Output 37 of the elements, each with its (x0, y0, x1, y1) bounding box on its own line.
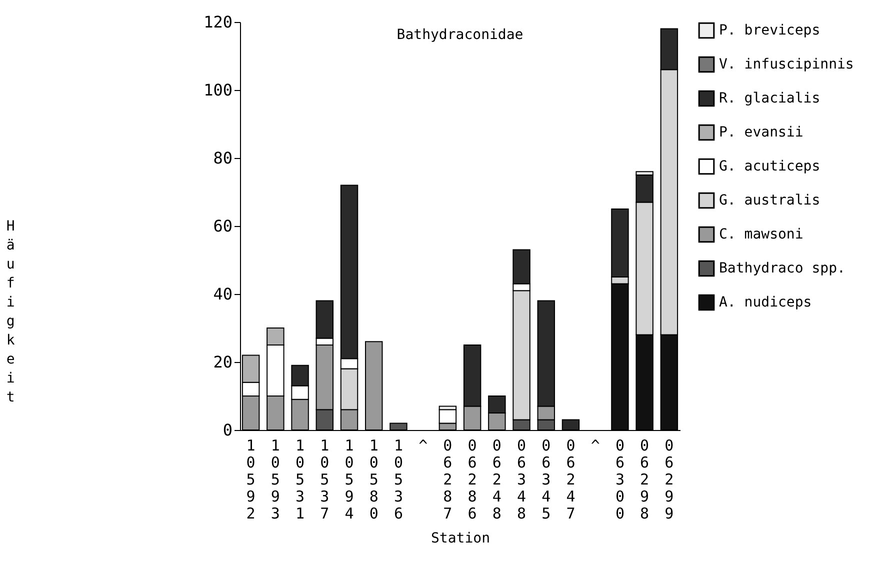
x-tick-label: 10580 (369, 436, 378, 522)
x-tick-label: 10593 (270, 436, 280, 522)
x-tick-label: 06247 (566, 436, 576, 522)
x-tick-label: 10531 (296, 436, 305, 522)
legend-label: V. infuscipinnis (719, 56, 854, 72)
legend-label: R. glacialis (719, 90, 820, 106)
x-tick-label: 10592 (246, 436, 256, 522)
legend-label: G. acuticeps (719, 158, 820, 174)
x-tick-label: 06348 (517, 436, 526, 522)
x-tick-label: 06300 (615, 436, 624, 522)
x-tick-label: 10536 (394, 436, 403, 522)
x-tick-label: 06286 (468, 436, 477, 522)
y-tick-label: 20 (213, 352, 232, 372)
x-tick-label: 06248 (492, 436, 502, 522)
y-tick-label: 60 (213, 216, 232, 236)
y-tick-label: 80 (213, 148, 232, 168)
x-tick-label: 06345 (542, 436, 551, 522)
x-tick-label: 06299 (664, 436, 674, 522)
x-tick-label: ^ (590, 436, 600, 454)
x-tick-label: 06298 (640, 436, 650, 522)
legend-label: P. evansii (719, 124, 804, 140)
legend-label: C. mawsoni (719, 226, 804, 242)
x-tick-label: 10594 (344, 436, 354, 522)
y-tick-label: 40 (213, 284, 232, 304)
text: Häufigkeit (6, 218, 15, 406)
legend-label: Bathydraco spp. (719, 260, 846, 276)
x-tick-label: ^ (418, 436, 428, 454)
chart-title: Bathydraconidae (396, 27, 524, 43)
legend-label: A. nudiceps (719, 294, 812, 310)
x-axis-title: Station (430, 530, 490, 546)
y-tick-label: 100 (204, 80, 232, 100)
legend-label: G. australis (719, 192, 820, 208)
legend-label: P. breviceps (719, 22, 820, 38)
y-tick-label: 0 (222, 420, 232, 440)
x-tick-label: 06287 (443, 436, 452, 522)
x-tick-label: 10537 (320, 436, 330, 522)
y-tick-label: 120 (204, 12, 232, 32)
